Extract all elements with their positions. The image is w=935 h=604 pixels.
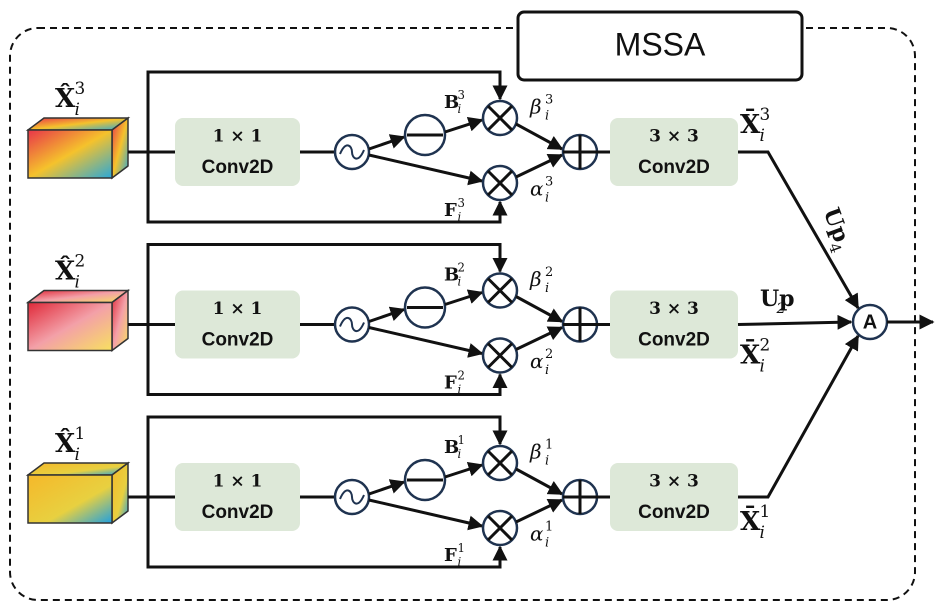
connector bbox=[445, 293, 482, 305]
math-base: α bbox=[530, 522, 544, 546]
math-sub: i bbox=[75, 271, 80, 291]
connector bbox=[516, 469, 562, 494]
math-sub: i bbox=[75, 444, 80, 464]
math-base: Up bbox=[818, 204, 854, 245]
connector bbox=[516, 297, 562, 322]
input-top bbox=[28, 463, 128, 475]
connector bbox=[369, 155, 482, 181]
conv-name: Conv2D bbox=[202, 502, 274, 523]
conv-size: 3 × 3 bbox=[649, 472, 699, 492]
input-top bbox=[28, 118, 128, 130]
math-sub: 2 bbox=[776, 301, 786, 317]
math-sup: 3 bbox=[760, 104, 771, 124]
math-base: F bbox=[444, 373, 457, 394]
math-sup: 2 bbox=[458, 368, 465, 382]
math-sup: 2 bbox=[760, 335, 771, 355]
connector bbox=[516, 500, 562, 522]
conv-name: Conv2D bbox=[202, 330, 274, 351]
math-sub: i bbox=[545, 363, 549, 378]
math-sup: 3 bbox=[458, 196, 465, 210]
math-base: X̄ bbox=[740, 108, 761, 140]
math-sub: i bbox=[760, 125, 765, 145]
math-sub: i bbox=[458, 447, 462, 461]
input-front bbox=[28, 303, 112, 351]
math-sub: i bbox=[545, 281, 549, 296]
connector bbox=[369, 328, 482, 354]
math-sub: i bbox=[458, 383, 462, 397]
math-base: X̂ bbox=[55, 256, 76, 287]
math-base: β bbox=[529, 95, 542, 119]
aggregate-label: A bbox=[863, 311, 877, 333]
math-sub: i bbox=[545, 191, 549, 206]
math-sup: 1 bbox=[75, 423, 86, 443]
math-sup: 3 bbox=[75, 78, 86, 98]
input-front bbox=[28, 130, 112, 178]
math-sub: i bbox=[545, 454, 549, 469]
math-sub: i bbox=[760, 522, 765, 542]
math-base: F bbox=[444, 545, 457, 566]
math-base: β bbox=[529, 267, 542, 291]
up-top-label: Up4 bbox=[813, 204, 857, 256]
math-base: α bbox=[530, 349, 544, 373]
math-sub: i bbox=[545, 109, 549, 124]
connector bbox=[738, 322, 851, 325]
math-sub: i bbox=[458, 210, 462, 224]
math-sub: i bbox=[458, 555, 462, 569]
math-sup: 2 bbox=[545, 347, 553, 362]
input-top bbox=[28, 291, 128, 303]
connector bbox=[516, 328, 562, 350]
math-sup: 2 bbox=[458, 260, 465, 274]
math-sup: 2 bbox=[545, 265, 553, 280]
math-sup: 1 bbox=[545, 438, 553, 453]
connector bbox=[369, 482, 404, 494]
math-base: F bbox=[444, 200, 457, 221]
math-sub: i bbox=[760, 355, 765, 375]
math-sub: 4 bbox=[825, 241, 845, 256]
math-base: X̄ bbox=[740, 505, 761, 537]
conv-name: Conv2D bbox=[638, 330, 710, 351]
math-sub: i bbox=[75, 99, 80, 119]
connector bbox=[369, 500, 482, 526]
math-base: X̄ bbox=[740, 339, 761, 371]
math-base: X̂ bbox=[55, 428, 76, 459]
conv-size: 3 × 3 bbox=[649, 299, 699, 319]
math-base: β bbox=[529, 440, 542, 464]
math-sup: 3 bbox=[458, 88, 465, 102]
math-sub: i bbox=[545, 536, 549, 551]
connector bbox=[516, 124, 562, 149]
conv-size: 1 × 1 bbox=[213, 299, 263, 319]
connector bbox=[445, 465, 482, 477]
title: MSSA bbox=[615, 26, 706, 62]
math-sup: 3 bbox=[545, 93, 553, 108]
conv-size: 1 × 1 bbox=[213, 127, 263, 147]
conv-size: 1 × 1 bbox=[213, 472, 263, 492]
math-sup: 1 bbox=[545, 520, 553, 535]
conv-name: Conv2D bbox=[638, 502, 710, 523]
conv-name: Conv2D bbox=[202, 157, 274, 178]
math-sup: 1 bbox=[760, 501, 771, 521]
conv-size: 3 × 3 bbox=[649, 127, 699, 147]
connector bbox=[516, 155, 562, 177]
diagram: MSSA A X̂3i1 × 1Conv2DB3iF3iβ3iα3i3 × 3C… bbox=[0, 0, 935, 604]
math-sub: i bbox=[458, 102, 462, 116]
math-sup: 1 bbox=[458, 541, 465, 555]
math-base: X̂ bbox=[55, 83, 76, 114]
connector bbox=[369, 310, 404, 322]
math-sup: 1 bbox=[458, 433, 465, 447]
conv-name: Conv2D bbox=[638, 157, 710, 178]
input-front bbox=[28, 475, 112, 523]
math-base: α bbox=[530, 177, 544, 201]
connector bbox=[369, 137, 404, 149]
math-sup: 2 bbox=[75, 251, 86, 271]
math-sub: i bbox=[458, 275, 462, 289]
connector bbox=[445, 120, 482, 132]
math-sup: 3 bbox=[545, 175, 553, 190]
